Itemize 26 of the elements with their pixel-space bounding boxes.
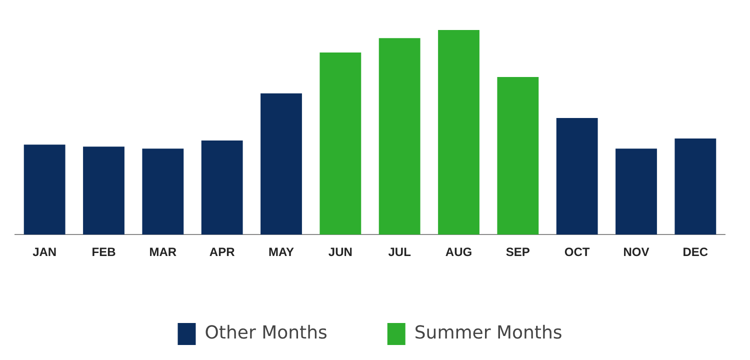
- x-tick-label: DEC: [682, 245, 708, 260]
- x-tick-label: FEB: [92, 245, 116, 260]
- x-tick-label: JUL: [388, 245, 411, 260]
- bar: [142, 148, 184, 235]
- x-tick-label: OCT: [564, 245, 590, 260]
- bar: [438, 30, 480, 235]
- x-tick-label: JUN: [328, 245, 352, 260]
- bar: [24, 144, 66, 235]
- bar: [556, 118, 598, 235]
- bar: [378, 38, 420, 235]
- bar: [674, 138, 716, 235]
- x-tick-label: APR: [209, 245, 236, 260]
- x-tick-label: JAN: [32, 245, 57, 260]
- legend-label: Other Months: [204, 322, 328, 344]
- x-tick-label: MAR: [149, 245, 177, 260]
- bar: [320, 52, 362, 235]
- bar: [260, 93, 302, 235]
- x-tick-label: MAY: [268, 245, 294, 260]
- legend-label: Summer Months: [414, 322, 562, 344]
- x-tick-label: AUG: [445, 245, 472, 260]
- bar: [83, 146, 124, 235]
- bar: [616, 148, 657, 235]
- x-tick-label: NOV: [623, 245, 650, 260]
- x-tick-label: SEP: [506, 245, 530, 260]
- bar: [201, 140, 243, 235]
- bar: [497, 77, 539, 235]
